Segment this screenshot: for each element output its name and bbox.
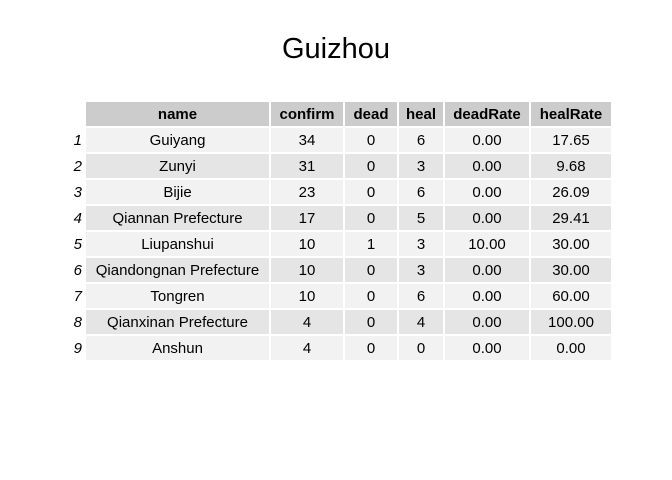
cell-confirm: 4 xyxy=(271,310,343,334)
cell-name: Zunyi xyxy=(86,154,269,178)
cell-heal: 6 xyxy=(399,284,443,308)
cell-confirm: 10 xyxy=(271,284,343,308)
row-label: 2 xyxy=(73,157,82,175)
table-row: 6 Qiandongnan Prefecture 10 0 3 0.00 30.00 xyxy=(68,258,611,282)
table-row: 4 Qiannan Prefecture 17 0 5 0.00 29.41 xyxy=(68,206,611,230)
cell-confirm: 10 xyxy=(271,258,343,282)
cell-heal: 3 xyxy=(399,232,443,256)
cell-deadrate: 10.00 xyxy=(445,232,529,256)
cell-deadrate: 0.00 xyxy=(445,336,529,360)
cell-dead: 0 xyxy=(345,336,397,360)
cell-dead: 0 xyxy=(345,154,397,178)
header-name: name xyxy=(86,102,269,126)
cell-heal: 3 xyxy=(399,258,443,282)
cell-deadrate: 0.00 xyxy=(445,310,529,334)
cell-deadrate: 0.00 xyxy=(445,258,529,282)
cell-healrate: 29.41 xyxy=(531,206,611,230)
cell-dead: 0 xyxy=(345,180,397,204)
table-row: 8 Qianxinan Prefecture 4 0 4 0.00 100.00 xyxy=(68,310,611,334)
row-label: 4 xyxy=(73,209,82,227)
cell-deadrate: 0.00 xyxy=(445,180,529,204)
cell-deadrate: 0.00 xyxy=(445,154,529,178)
header-confirm: confirm xyxy=(271,102,343,126)
header-deadrate: deadRate xyxy=(445,102,529,126)
cell-name: Anshun xyxy=(86,336,269,360)
header-corner xyxy=(68,102,84,126)
cell-dead: 0 xyxy=(345,310,397,334)
cell-dead: 1 xyxy=(345,232,397,256)
table-row: 2 Zunyi 31 0 3 0.00 9.68 xyxy=(68,154,611,178)
cell-confirm: 4 xyxy=(271,336,343,360)
table-body: 1 Guiyang 34 0 6 0.00 17.65 2 Zunyi 31 0 3 0.00 9.68 3… xyxy=(68,128,611,360)
cell-healrate: 60.00 xyxy=(531,284,611,308)
header-dead: dead xyxy=(345,102,397,126)
header-healrate: healRate xyxy=(531,102,611,126)
data-table-container: name confirm dead heal deadRate healRate… xyxy=(66,100,613,362)
cell-name: Liupanshui xyxy=(86,232,269,256)
cell-name: Tongren xyxy=(86,284,269,308)
header-row: name confirm dead heal deadRate healRate xyxy=(68,102,611,126)
row-label: 8 xyxy=(73,313,82,331)
cell-name: Qianxinan Prefecture xyxy=(86,310,269,334)
row-label: 6 xyxy=(73,261,82,279)
cell-deadrate: 0.00 xyxy=(445,128,529,152)
cell-confirm: 23 xyxy=(271,180,343,204)
cell-confirm: 10 xyxy=(271,232,343,256)
cell-heal: 6 xyxy=(399,128,443,152)
cell-dead: 0 xyxy=(345,258,397,282)
cell-dead: 0 xyxy=(345,284,397,308)
cell-heal: 6 xyxy=(399,180,443,204)
cell-healrate: 9.68 xyxy=(531,154,611,178)
table-row: 9 Anshun 4 0 0 0.00 0.00 xyxy=(68,336,611,360)
cell-healrate: 30.00 xyxy=(531,232,611,256)
cell-confirm: 31 xyxy=(271,154,343,178)
row-label: 9 xyxy=(73,339,82,357)
data-table: name confirm dead heal deadRate healRate… xyxy=(66,100,613,362)
cell-name: Bijie xyxy=(86,180,269,204)
header-heal: heal xyxy=(399,102,443,126)
cell-heal: 4 xyxy=(399,310,443,334)
chart-title: Guizhou xyxy=(281,33,390,65)
cell-name: Qiannan Prefecture xyxy=(86,206,269,230)
row-label: 3 xyxy=(73,183,82,201)
cell-healrate: 26.09 xyxy=(531,180,611,204)
cell-healrate: 17.65 xyxy=(531,128,611,152)
row-label: 5 xyxy=(73,235,82,253)
table-row: 3 Bijie 23 0 6 0.00 26.09 xyxy=(68,180,611,204)
cell-deadrate: 0.00 xyxy=(445,284,529,308)
cell-name: Guiyang xyxy=(86,128,269,152)
cell-dead: 0 xyxy=(345,206,397,230)
cell-healrate: 100.00 xyxy=(531,310,611,334)
cell-heal: 0 xyxy=(399,336,443,360)
cell-healrate: 30.00 xyxy=(531,258,611,282)
cell-heal: 5 xyxy=(399,206,443,230)
cell-confirm: 34 xyxy=(271,128,343,152)
table-row: 5 Liupanshui 10 1 3 10.00 30.00 xyxy=(68,232,611,256)
cell-confirm: 17 xyxy=(271,206,343,230)
table-row: 7 Tongren 10 0 6 0.00 60.00 xyxy=(68,284,611,308)
cell-dead: 0 xyxy=(345,128,397,152)
cell-heal: 3 xyxy=(399,154,443,178)
row-label: 7 xyxy=(73,287,82,305)
row-label: 1 xyxy=(73,131,82,149)
cell-name: Qiandongnan Prefecture xyxy=(86,258,269,282)
cell-deadrate: 0.00 xyxy=(445,206,529,230)
table-row: 1 Guiyang 34 0 6 0.00 17.65 xyxy=(68,128,611,152)
cell-healrate: 0.00 xyxy=(531,336,611,360)
